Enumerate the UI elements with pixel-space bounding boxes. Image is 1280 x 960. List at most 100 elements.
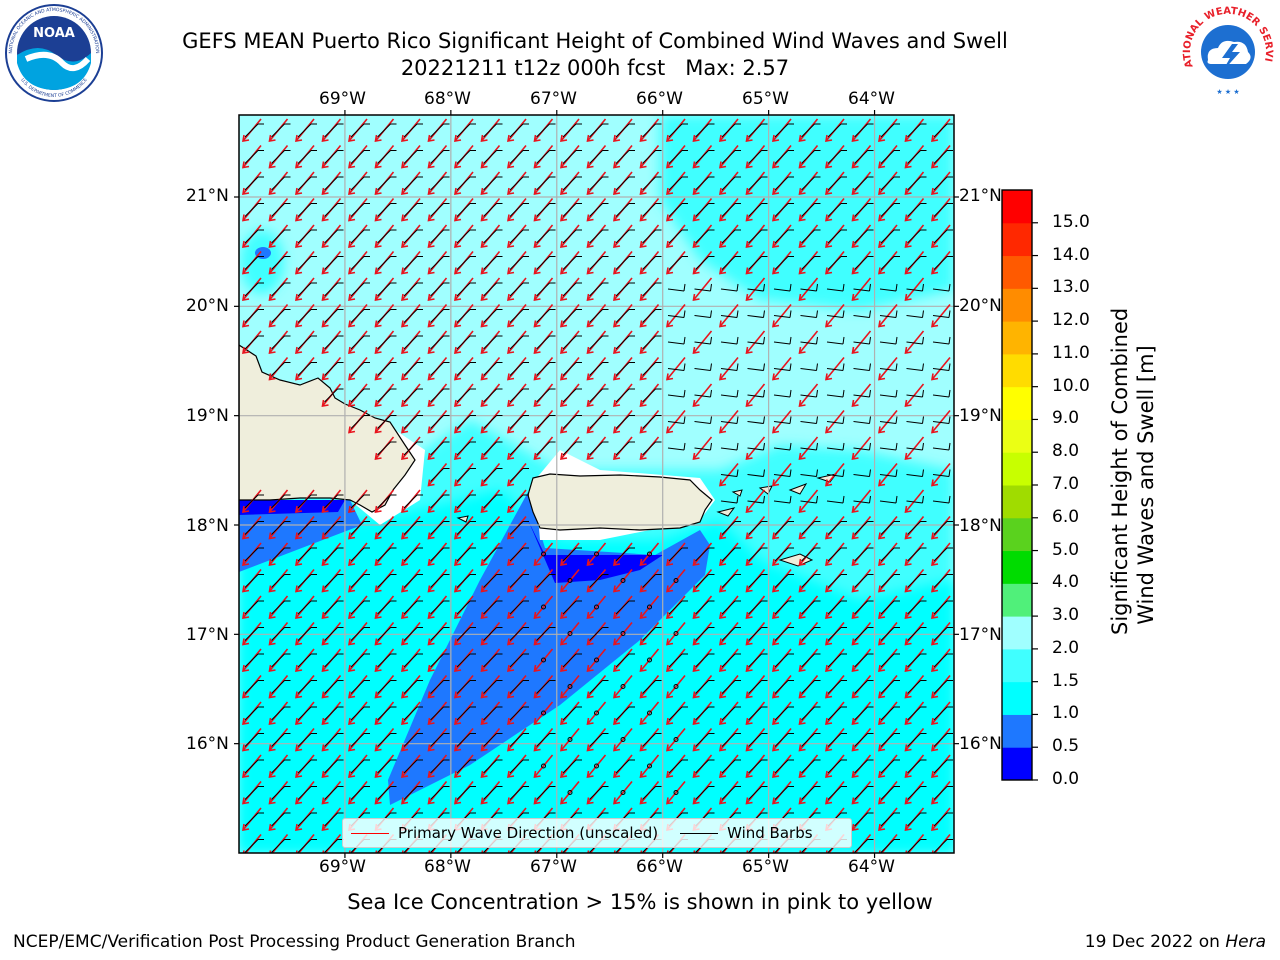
- wave-arrow: [692, 330, 713, 354]
- wave-arrow: [586, 542, 607, 566]
- puerto-rico-land: [527, 473, 713, 531]
- wind-barb: [483, 521, 503, 535]
- wind-barb: [721, 653, 741, 668]
- wind-barb: [774, 229, 794, 244]
- wave-arrow: [878, 356, 898, 381]
- wind-barb: [906, 310, 924, 318]
- wind-barb: [827, 733, 847, 747]
- wind-barb: [483, 415, 503, 429]
- wind-barb: [907, 203, 927, 217]
- wind-barb: [673, 737, 679, 742]
- wind-barb: [244, 335, 264, 350]
- wind-barb: [562, 282, 582, 297]
- lat-label-right-16n: 16°N: [959, 734, 1002, 754]
- wind-barb: [509, 388, 529, 403]
- wind-barb: [854, 574, 874, 588]
- wind-barb: [906, 416, 924, 424]
- wind-barb: [509, 759, 529, 774]
- wind-barb: [430, 627, 450, 641]
- wind-barb: [297, 229, 317, 244]
- wind-barb: [271, 362, 291, 376]
- colorbar-tick-label: 12.0: [1052, 310, 1090, 331]
- wind-barb: [907, 256, 927, 270]
- wind-barb: [748, 759, 768, 774]
- wave-arrow: [560, 568, 580, 593]
- wave-arrow: [586, 648, 607, 672]
- wind-barb: [297, 759, 317, 774]
- wind-barb: [647, 763, 652, 769]
- wind-barb: [430, 521, 450, 535]
- wind-barb: [695, 229, 715, 244]
- wind-barb: [800, 416, 818, 424]
- colorbar-label-line2: Wind Waves and Swell [m]: [1134, 345, 1158, 625]
- wind-barb: [297, 494, 317, 509]
- wind-barb: [907, 627, 927, 641]
- wind-barb: [403, 706, 423, 721]
- wind-barb: [801, 203, 821, 217]
- wind-barb: [589, 362, 609, 376]
- wind-barb: [244, 123, 264, 138]
- wind-barb: [562, 256, 582, 270]
- wind-barb: [694, 389, 712, 398]
- chart-subtitle: 20221211 t12z 000h fcst Max: 2.57: [400, 56, 790, 80]
- wind-barb: [324, 123, 344, 138]
- wave-arrow: [745, 489, 766, 513]
- wind-barb: [933, 786, 953, 800]
- wind-barb: [589, 627, 609, 641]
- wind-barb: [748, 203, 768, 217]
- wind-barb: [456, 150, 476, 164]
- wind-barb: [853, 416, 871, 424]
- wave-arrow: [533, 595, 554, 619]
- colorbar-segment: [1002, 648, 1032, 683]
- wind-barb: [642, 256, 662, 270]
- wave-arrow: [878, 462, 898, 487]
- wind-barb: [647, 551, 652, 557]
- wind-barb: [456, 468, 476, 482]
- wind-barb: [297, 335, 317, 350]
- wind-barb: [879, 310, 898, 318]
- wave-arrow: [931, 356, 951, 381]
- wind-barb: [747, 469, 765, 477]
- wind-barb: [800, 389, 818, 398]
- wind-barb: [879, 283, 898, 292]
- wind-barb: [694, 442, 712, 451]
- wave-arrow: [666, 621, 686, 646]
- colorbar-segment: [1002, 714, 1032, 748]
- wind-barb: [483, 786, 503, 800]
- wind-barb: [826, 442, 845, 451]
- wind-barb: [377, 123, 397, 138]
- wind-barb: [668, 653, 688, 668]
- lat-label-left-20n: 20°N: [186, 296, 229, 316]
- wind-barb: [509, 229, 529, 244]
- wind-barb: [244, 282, 264, 297]
- wind-barb: [907, 574, 927, 588]
- wind-barb: [244, 150, 264, 164]
- wind-barb: [483, 309, 503, 323]
- wind-barb: [350, 521, 370, 535]
- wind-barb: [748, 574, 768, 588]
- wind-barb: [720, 469, 739, 477]
- wind-barb: [456, 176, 476, 191]
- wind-barb: [854, 627, 874, 641]
- wave-arrow: [825, 356, 845, 381]
- wind-barb: [721, 229, 741, 244]
- wind-barb: [694, 283, 712, 292]
- wind-barb: [271, 786, 291, 800]
- wind-barb: [773, 442, 792, 451]
- wind-barb: [324, 759, 344, 774]
- wind-barb: [377, 176, 397, 191]
- wind-barb: [536, 203, 556, 217]
- wind-barb: [747, 389, 765, 398]
- wind-barb: [324, 362, 344, 376]
- colorbar-tick-label: 0.5: [1052, 736, 1080, 757]
- wind-barb: [324, 229, 344, 244]
- wind-barb: [541, 604, 546, 610]
- wind-barb: [748, 680, 768, 694]
- wind-barb: [748, 123, 768, 138]
- wave-arrow: [639, 595, 660, 619]
- colorbar: [1001, 189, 1038, 781]
- wind-barb: [509, 786, 529, 800]
- wave-arrow: [533, 701, 554, 725]
- wind-barb: [668, 600, 688, 615]
- wind-barb: [668, 706, 688, 721]
